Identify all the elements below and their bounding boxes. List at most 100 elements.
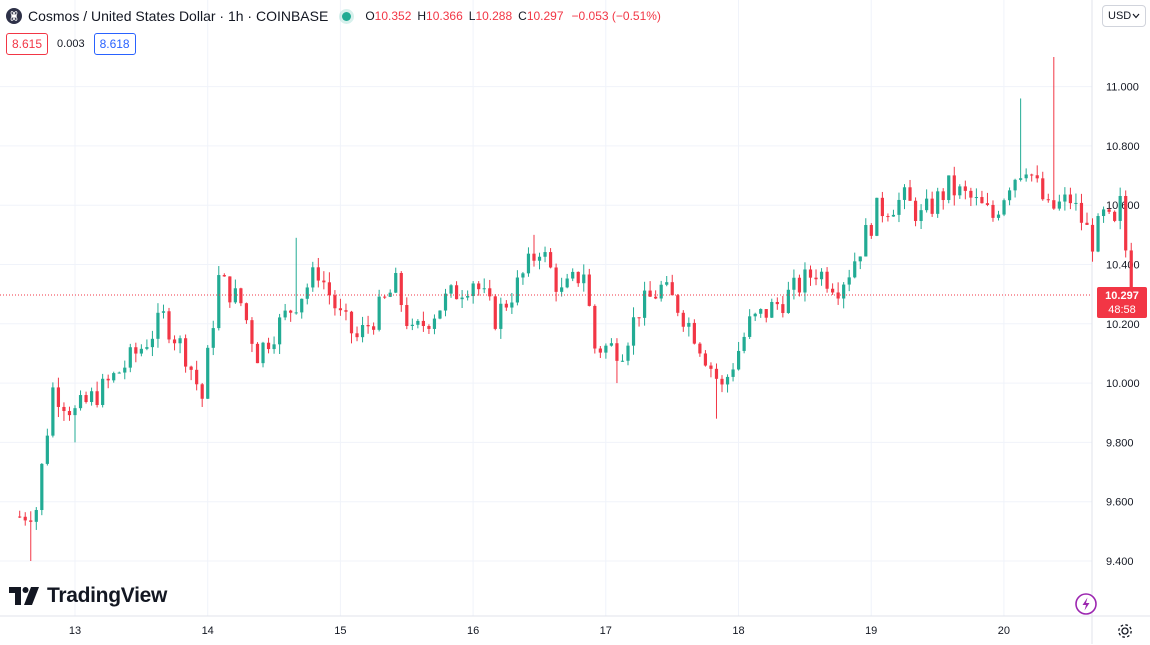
candle-down [62, 402, 66, 421]
sell-price-button[interactable]: 8.615 [6, 33, 49, 55]
candle-down [952, 166, 956, 206]
candle-down [554, 263, 558, 302]
candle-up [1024, 168, 1028, 182]
candle-down [775, 297, 779, 310]
candle-up [150, 330, 155, 357]
currency-label: USD [1108, 10, 1132, 22]
candle-up [565, 273, 569, 289]
candle-up [891, 209, 896, 217]
candle-down [255, 342, 260, 364]
y-tick-label: 10.800 [1106, 141, 1140, 153]
candle-down [714, 363, 719, 419]
candle-down [338, 298, 343, 316]
symbol-title[interactable]: Cosmos / United States Dollar · 1h · COI… [28, 8, 329, 24]
candle-down [880, 191, 884, 223]
candle-up [377, 289, 381, 332]
candle-up [40, 463, 44, 516]
last-price-tag [1097, 287, 1147, 319]
candle-down [781, 295, 785, 318]
candle-up [305, 283, 309, 305]
y-tick-label: 9.400 [1106, 556, 1134, 568]
buy-price-button[interactable]: 8.618 [93, 33, 136, 55]
candle-down [228, 276, 232, 308]
candle-up [737, 341, 741, 371]
currency-selector[interactable]: USD [1102, 5, 1146, 27]
candle-down [676, 293, 680, 317]
cosmos-logo-icon [6, 8, 22, 24]
candle-down [1107, 208, 1111, 215]
candle-down [1079, 193, 1084, 231]
candle-down [637, 317, 641, 327]
candle-up [206, 345, 210, 400]
candle-up [123, 360, 127, 380]
candle-down [1041, 171, 1045, 201]
candle-up [78, 390, 83, 411]
high-value: 10.366 [426, 9, 463, 23]
candle-up [537, 252, 542, 270]
candle-down [18, 510, 22, 518]
last-price-label: 10.297 [1105, 290, 1139, 302]
candle-up [432, 314, 437, 335]
candle-down [167, 307, 171, 344]
candle-up [571, 268, 575, 282]
candle-up [1019, 98, 1023, 182]
candle-down [222, 273, 226, 277]
candle-up [89, 387, 94, 406]
candle-up [311, 261, 315, 292]
candle-up [759, 308, 763, 318]
y-tick-label: 10.000 [1106, 378, 1140, 390]
candle-up [128, 343, 132, 373]
candle-down [548, 248, 553, 269]
flash-icon[interactable] [1075, 593, 1097, 620]
candle-up [360, 316, 365, 343]
candle-down [1035, 165, 1039, 183]
open-value: 10.352 [374, 9, 412, 23]
candle-down [969, 187, 973, 207]
candle-up [388, 289, 392, 298]
candle-down [366, 315, 370, 334]
candle-down [322, 271, 326, 290]
y-tick-label: 10.400 [1106, 260, 1140, 272]
candle-up [947, 175, 951, 204]
candle-down [29, 511, 33, 561]
candle-up [261, 341, 265, 368]
candle-down [189, 365, 193, 381]
candle-up [73, 405, 77, 443]
candle-down [703, 350, 708, 367]
candle-down [808, 265, 813, 286]
candle-down [239, 287, 243, 307]
candle-down [814, 269, 818, 286]
candle-up [770, 298, 774, 319]
candle-up [294, 237, 298, 315]
candle-up [211, 320, 215, 356]
candle-up [925, 189, 929, 213]
candle-down [587, 268, 591, 307]
candle-up [272, 336, 276, 354]
candle-down [908, 179, 912, 201]
candle-up [919, 204, 923, 230]
candle-down [980, 190, 984, 204]
candle-up [471, 281, 475, 304]
tradingview-logo[interactable]: TradingView [9, 584, 167, 608]
x-tick-label: 16 [467, 625, 479, 637]
y-tick-label: 9.800 [1106, 437, 1134, 449]
candle-down [941, 188, 945, 210]
candle-down [493, 294, 497, 331]
candle-up [416, 319, 420, 329]
candle-down [720, 375, 724, 393]
gear-icon[interactable] [1116, 622, 1134, 645]
candle-up [897, 192, 901, 223]
candle-up [748, 309, 752, 340]
candle-down [23, 512, 27, 526]
y-tick-label: 10.600 [1106, 200, 1140, 212]
candle-down [532, 234, 536, 267]
y-tick-label: 9.600 [1106, 497, 1134, 509]
candle-down [913, 197, 918, 227]
candle-down [383, 294, 387, 299]
market-status-icon[interactable] [342, 11, 352, 21]
high-label: H [417, 9, 427, 23]
x-tick-label: 18 [732, 625, 744, 637]
candle-down [598, 345, 602, 359]
candle-down [692, 319, 696, 345]
